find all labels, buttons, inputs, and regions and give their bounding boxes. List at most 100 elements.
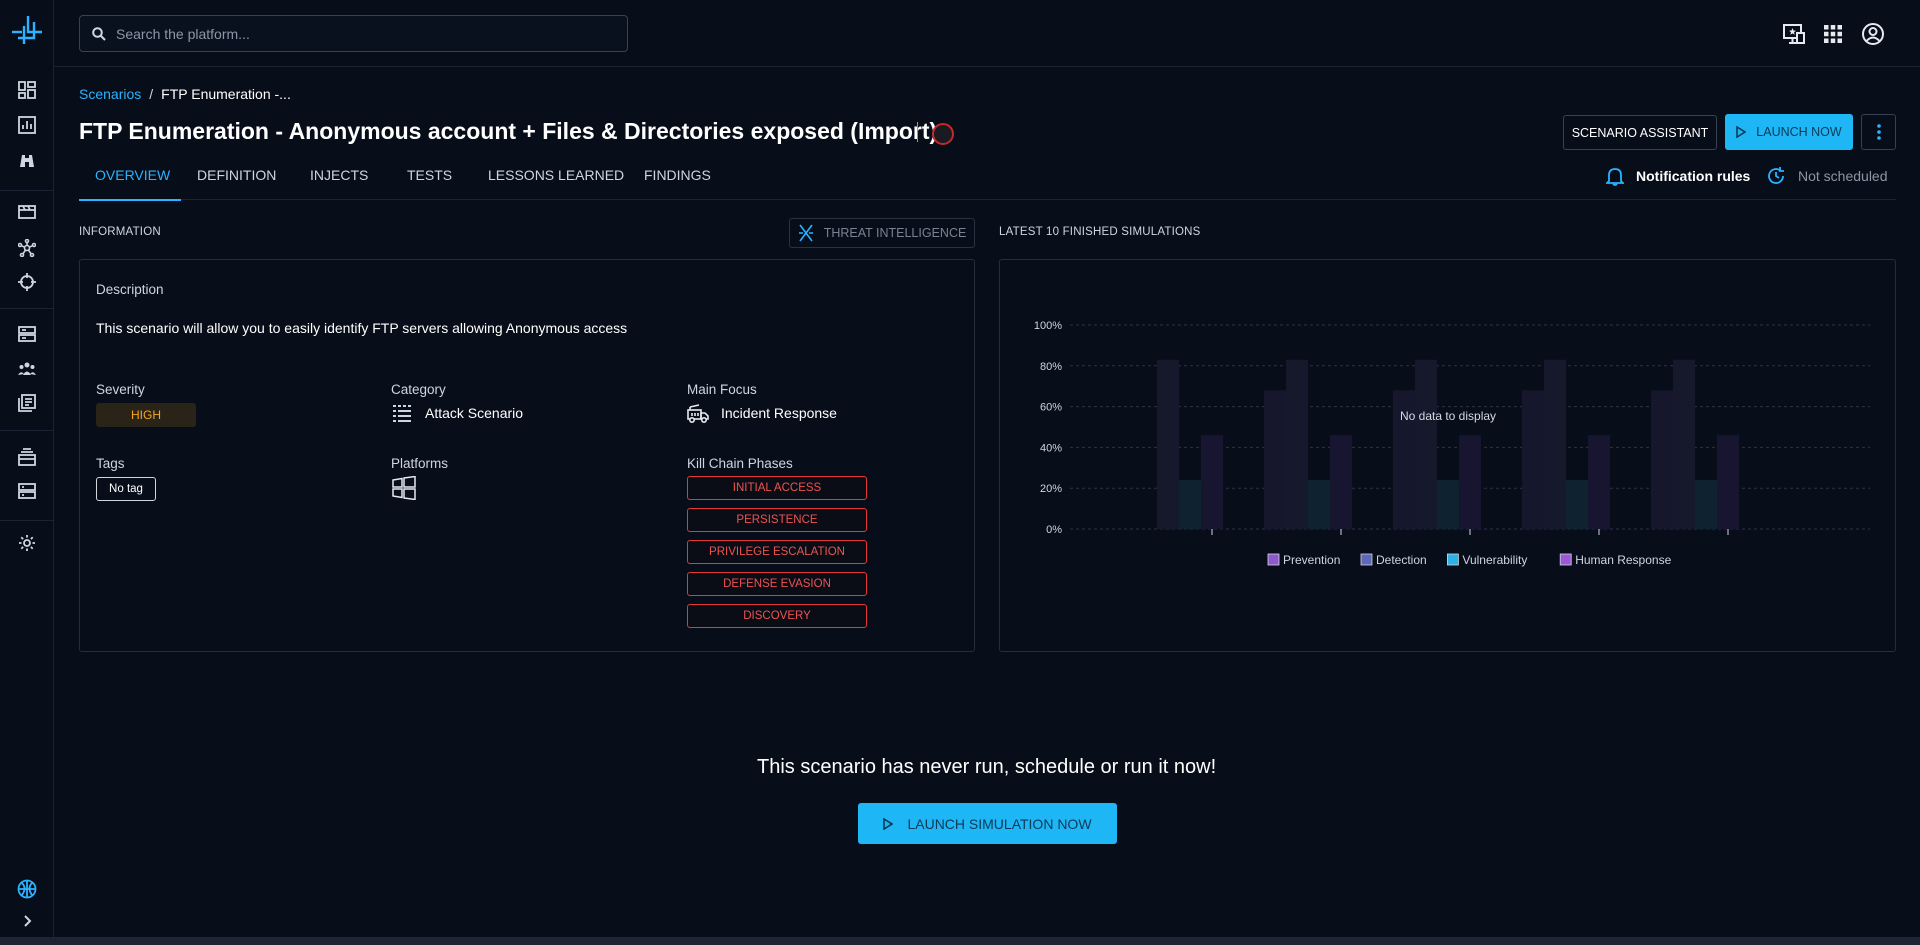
settings-gear-icon[interactable] xyxy=(15,531,39,555)
schedule-status-label: Not scheduled xyxy=(1798,168,1888,184)
crosshair-icon[interactable] xyxy=(15,270,39,294)
y-tick-label: 80% xyxy=(1040,361,1062,373)
kill-chain-chip: PERSISTENCE xyxy=(687,508,867,532)
globe-icon[interactable] xyxy=(15,877,39,901)
schedule-status[interactable]: Not scheduled xyxy=(1766,166,1888,186)
placeholder-bar xyxy=(1544,359,1566,529)
placeholder-bar xyxy=(1717,435,1739,529)
legend-item[interactable]: Human Response xyxy=(1559,553,1672,567)
reports-icon[interactable] xyxy=(15,113,39,137)
tab-lessons-learned[interactable]: LESSONS LEARNED xyxy=(488,167,625,183)
placeholder-bar xyxy=(1330,435,1352,529)
breadcrumb-current: FTP Enumeration -... xyxy=(161,86,291,102)
screen-star-icon[interactable] xyxy=(1782,22,1806,46)
search-icon xyxy=(92,26,106,41)
search-box[interactable] xyxy=(79,15,628,52)
breadcrumb-scenarios-link[interactable]: Scenarios xyxy=(79,86,142,102)
legend-item[interactable]: Prevention xyxy=(1267,553,1340,567)
horizontal-scrollbar[interactable] xyxy=(0,937,1920,945)
tab-injects[interactable]: INJECTS xyxy=(310,167,369,183)
launch-simulation-button[interactable]: LAUNCH SIMULATION NOW xyxy=(858,803,1117,844)
page-title: FTP Enumeration - Anonymous account + Fi… xyxy=(79,118,938,144)
integrations-icon[interactable] xyxy=(15,445,39,469)
severity-label: Severity xyxy=(96,382,145,397)
status-indicator xyxy=(932,123,954,145)
y-tick-label: 0% xyxy=(1046,524,1062,536)
network-icon[interactable] xyxy=(15,236,39,260)
information-section-label: INFORMATION xyxy=(79,226,161,238)
tab-bar: OVERVIEW DEFINITION INJECTS TESTS LESSON… xyxy=(79,160,1896,201)
kill-chain-chip: DEFENSE EVASION xyxy=(687,572,867,596)
binoculars-icon[interactable] xyxy=(15,148,39,172)
simulations-section-label: LATEST 10 FINISHED SIMULATIONS xyxy=(999,226,1201,238)
tab-definition[interactable]: DEFINITION xyxy=(197,167,277,183)
bell-icon xyxy=(1606,168,1624,186)
notification-rules-label: Notification rules xyxy=(1636,168,1751,184)
assets-icon[interactable] xyxy=(15,322,39,346)
kill-chain-chip: INITIAL ACCESS xyxy=(687,476,867,500)
placeholder-bar xyxy=(1459,435,1481,529)
placeholder-bar xyxy=(1522,390,1544,529)
category-list-icon xyxy=(393,405,411,422)
windows-icon xyxy=(392,476,416,500)
main-focus-value: Incident Response xyxy=(721,405,837,421)
tags-label: Tags xyxy=(96,456,125,471)
tab-findings[interactable]: FINDINGS xyxy=(644,167,711,183)
placeholder-bar xyxy=(1157,359,1179,529)
y-tick-label: 40% xyxy=(1040,442,1062,454)
placeholder-bar xyxy=(1286,359,1308,529)
teams-icon[interactable] xyxy=(15,357,39,381)
y-tick-label: 20% xyxy=(1040,483,1062,495)
placeholder-bar xyxy=(1695,480,1717,529)
kill-chain-label: Kill Chain Phases xyxy=(687,456,793,471)
apps-grid-icon[interactable] xyxy=(1821,22,1845,46)
storage-icon[interactable] xyxy=(15,479,39,503)
severity-badge: HIGH xyxy=(96,403,196,427)
category-label: Category xyxy=(391,382,446,397)
description-text: This scenario will allow you to easily i… xyxy=(96,320,628,336)
description-label: Description xyxy=(96,282,164,297)
tag-chip[interactable]: No tag xyxy=(96,477,156,501)
search-input[interactable] xyxy=(116,25,616,42)
tab-tests[interactable]: TESTS xyxy=(407,167,453,183)
kill-chain-chip: PRIVILEGE ESCALATION xyxy=(687,540,867,564)
sidebar xyxy=(0,0,54,945)
tab-overview[interactable]: OVERVIEW xyxy=(79,160,181,201)
library-icon[interactable] xyxy=(15,391,39,415)
placeholder-bar xyxy=(1179,480,1201,529)
svg-text:Prevention: Prevention xyxy=(1283,553,1340,567)
threat-intelligence-label: THREAT INTELLIGENCE xyxy=(823,226,967,240)
launch-now-button[interactable]: LAUNCH NOW xyxy=(1725,114,1853,150)
scenario-assistant-button[interactable]: SCENARIO ASSISTANT xyxy=(1563,115,1717,150)
placeholder-bar xyxy=(1308,480,1330,529)
launch-simulation-label: LAUNCH SIMULATION NOW xyxy=(907,815,1092,832)
kill-chain-chip: DISCOVERY xyxy=(687,604,867,628)
account-icon[interactable] xyxy=(1861,22,1885,46)
placeholder-bar xyxy=(1264,390,1286,529)
legend-item[interactable]: Detection xyxy=(1360,553,1427,567)
notification-rules-button[interactable]: Notification rules xyxy=(1606,166,1750,186)
placeholder-bar xyxy=(1673,359,1695,529)
category-value: Attack Scenario xyxy=(425,405,524,421)
simulations-chart: 100% 80% 60% 40% 20% 0% No data to display Pr… xyxy=(1034,320,1870,567)
app-logo-icon[interactable] xyxy=(8,12,46,50)
threat-intelligence-button[interactable]: THREAT INTELLIGENCE xyxy=(789,218,975,248)
platforms-label: Platforms xyxy=(391,456,449,471)
threat-intelligence-icon xyxy=(798,224,813,242)
more-options-button[interactable] xyxy=(1861,114,1896,150)
breadcrumb: Scenarios / FTP Enumeration -... xyxy=(79,86,291,102)
play-icon xyxy=(883,817,894,830)
y-tick-label: 100% xyxy=(1034,320,1062,332)
placeholder-bar xyxy=(1437,480,1459,529)
expand-sidebar-chevron-icon[interactable] xyxy=(15,909,39,933)
schedule-refresh-icon xyxy=(1768,167,1784,184)
svg-text:Vulnerability: Vulnerability xyxy=(1462,553,1527,567)
legend-item[interactable]: Vulnerability xyxy=(1446,553,1527,567)
svg-text:Detection: Detection xyxy=(1376,553,1427,567)
launch-now-label: LAUNCH NOW xyxy=(1756,125,1842,139)
placeholder-bar xyxy=(1415,359,1437,529)
scenarios-icon[interactable] xyxy=(15,199,39,223)
placeholder-bar xyxy=(1393,390,1415,529)
dashboard-icon[interactable] xyxy=(15,78,39,102)
svg-text:Human Response: Human Response xyxy=(1575,553,1671,567)
